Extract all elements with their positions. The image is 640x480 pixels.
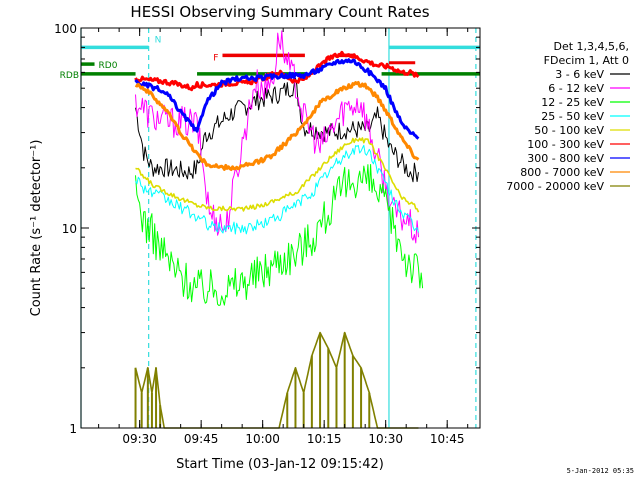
x-tick-label: 10:45 <box>430 432 465 446</box>
y-axis-label: Count Rate (s⁻¹ detector⁻¹) <box>29 140 44 317</box>
legend-header-1: FDecim 1, Att 0 <box>544 54 629 67</box>
series-line-6 <box>134 58 420 140</box>
x-tick-label: 09:30 <box>122 432 157 446</box>
x-axis-label: Start Time (03-Jan-12 09:15:42) <box>176 457 384 472</box>
annotation-layer: N F RD0 RDB <box>60 28 480 428</box>
chart-title: HESSI Observing Summary Count Rates <box>130 3 429 21</box>
x-tick-label: 10:30 <box>368 432 403 446</box>
series-line-5 <box>134 50 420 92</box>
y-tick-label: 10 <box>62 222 77 236</box>
legend-label-2: 12 - 25 keV <box>541 96 604 109</box>
legend-label-0: 3 - 6 keV <box>555 68 604 81</box>
series-line-7 <box>134 81 420 171</box>
flag-label-rd0: RD0 <box>99 61 118 71</box>
axes-layer: 09:30 09:45 10:00 10:15 10:30 10:45 1 10 100 <box>54 22 480 446</box>
legend: Det 1,3,4,5,6,FDecim 1, Att 03 - 6 keV6 … <box>506 40 630 193</box>
footer-date: 5-Jan-2012 05:35 <box>566 467 634 475</box>
series-line-3 <box>135 144 419 235</box>
legend-label-6: 300 - 800 keV <box>527 152 604 165</box>
series-line-4 <box>135 137 420 213</box>
flag-label-f: F <box>213 53 218 63</box>
legend-label-8: 7000 - 20000 keV <box>506 180 604 193</box>
legend-label-5: 100 - 300 keV <box>527 138 604 151</box>
x-tick-label: 10:00 <box>245 432 280 446</box>
series-line-8 <box>134 331 419 429</box>
series-line-0 <box>135 77 419 183</box>
series-line-2 <box>135 164 424 306</box>
x-tick-label: 09:45 <box>184 432 219 446</box>
legend-label-1: 6 - 12 keV <box>548 82 604 95</box>
series-layer <box>134 30 424 429</box>
series-line-1 <box>135 30 419 244</box>
legend-label-4: 50 - 100 keV <box>534 124 604 137</box>
x-tick-label: 10:15 <box>307 432 342 446</box>
y-tick-label: 100 <box>54 22 77 36</box>
y-tick-label: 1 <box>69 422 77 436</box>
legend-header-0: Det 1,3,4,5,6, <box>553 40 629 53</box>
flag-label-rdb: RDB <box>60 71 79 81</box>
flag-label-n: N <box>155 35 162 45</box>
legend-label-7: 800 - 7000 keV <box>520 166 604 179</box>
legend-label-3: 25 - 50 keV <box>541 110 604 123</box>
